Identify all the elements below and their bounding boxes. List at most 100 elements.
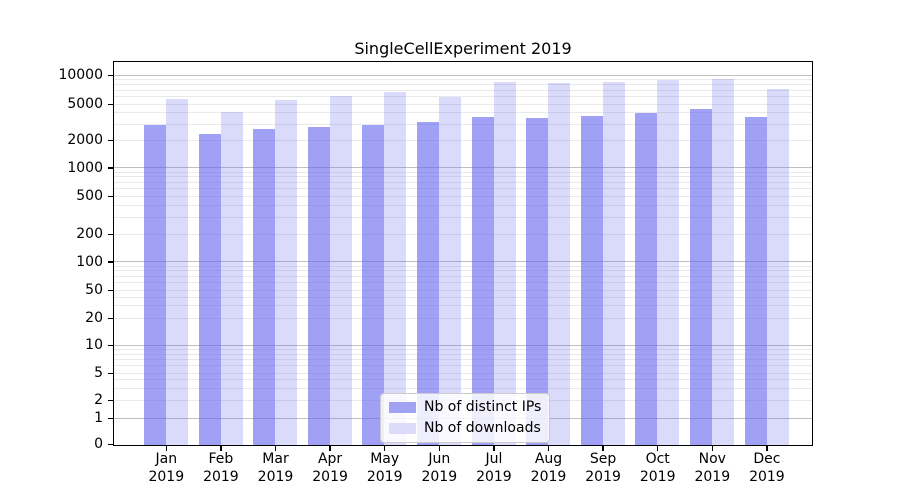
gridline — [114, 75, 812, 76]
gridline — [114, 275, 812, 277]
y-axis-tick — [107, 103, 113, 106]
bar-downloads — [166, 99, 188, 446]
gridline — [114, 261, 812, 263]
gridline — [114, 379, 812, 381]
bar-distinct-ips — [253, 129, 276, 446]
x-axis-tick-label: Aug 2019 — [530, 451, 567, 485]
y-axis-tick — [107, 261, 113, 263]
x-axis-tick — [766, 446, 768, 452]
bar-downloads — [657, 80, 680, 446]
y-axis-tick-label: 10000 — [58, 67, 103, 84]
legend-swatch-downloads-icon — [389, 422, 416, 434]
bar-downloads — [329, 96, 352, 446]
bar-distinct-ips — [417, 122, 439, 446]
y-axis-tick-label: 2 — [94, 392, 103, 409]
x-axis-tick-label: Jan 2019 — [148, 451, 185, 485]
gridline — [114, 103, 812, 105]
x-axis-tick-label: Mar 2019 — [257, 451, 294, 485]
gridline — [114, 216, 812, 218]
gridline — [114, 139, 812, 141]
gridline — [114, 112, 812, 114]
x-axis-tick — [165, 446, 167, 452]
gridline — [114, 270, 812, 272]
x-axis-tick — [220, 446, 222, 452]
gridline — [114, 195, 812, 197]
x-axis-tick-label: Jun 2019 — [421, 451, 458, 485]
y-axis-tick-label: 500 — [76, 187, 103, 204]
legend: Nb of distinct IPs Nb of downloads — [380, 392, 551, 443]
gridline — [114, 123, 812, 125]
gridline — [114, 345, 812, 346]
bar-distinct-ips — [580, 115, 603, 446]
bar-distinct-ips — [744, 117, 767, 446]
y-axis-tick — [107, 233, 113, 236]
bar-distinct-ips — [471, 116, 494, 446]
gridline — [114, 265, 812, 267]
gridline — [114, 188, 812, 190]
bar-downloads — [602, 81, 625, 446]
plot-area: Nb of distinct IPs Nb of downloads — [113, 60, 813, 447]
bar-downloads — [439, 96, 461, 446]
bar-downloads — [548, 82, 571, 446]
y-axis-tick-label: 0 — [94, 436, 103, 453]
legend-swatch-distinct-ips-icon — [389, 401, 416, 413]
x-axis-tick-label: Oct 2019 — [639, 451, 676, 485]
y-axis-tick — [107, 372, 113, 374]
legend-label-downloads: Nb of downloads — [424, 419, 541, 436]
x-axis-tick — [602, 446, 604, 452]
gridline — [114, 176, 812, 178]
x-axis-tick-label: Nov 2019 — [694, 451, 731, 485]
chart-title: SingleCellExperiment 2019 — [354, 39, 572, 58]
y-axis-tick-label: 5000 — [67, 96, 103, 113]
gridline — [114, 353, 812, 355]
y-axis-tick — [107, 289, 113, 292]
y-axis-tick-label: 200 — [76, 226, 103, 243]
gridline — [114, 167, 812, 169]
x-axis-tick — [329, 446, 331, 452]
legend-row-downloads: Nb of downloads — [389, 420, 541, 437]
gridline — [114, 359, 812, 361]
gridline — [114, 296, 812, 298]
bar-distinct-ips — [144, 125, 166, 446]
gridline — [114, 171, 812, 173]
y-axis-tick — [107, 417, 113, 420]
gridline — [114, 89, 812, 91]
y-axis-tick — [107, 317, 113, 320]
bar-downloads — [220, 111, 243, 446]
gridline — [114, 96, 812, 98]
y-axis-tick-label: 100 — [76, 253, 103, 270]
y-axis-tick — [107, 167, 113, 169]
y-axis-tick — [107, 139, 113, 141]
bar-distinct-ips — [198, 133, 221, 446]
gridline — [114, 387, 812, 389]
legend-row-distinct-ips: Nb of distinct IPs — [389, 399, 541, 416]
x-axis-tick-label: Jul 2019 — [476, 451, 512, 485]
legend-label-distinct-ips: Nb of distinct IPs — [424, 398, 542, 415]
gridline — [114, 79, 812, 81]
bar-downloads — [275, 99, 298, 446]
x-axis-tick-label: Dec 2019 — [749, 451, 785, 485]
gridline — [114, 305, 812, 307]
y-axis-tick-label: 2000 — [67, 131, 103, 148]
y-axis-tick-label: 5 — [94, 364, 103, 381]
x-axis-tick — [657, 446, 659, 452]
bar-downloads — [766, 89, 789, 446]
x-axis-tick — [384, 446, 386, 452]
bar-distinct-ips — [690, 109, 712, 446]
gridline — [114, 372, 812, 374]
x-axis-tick — [274, 446, 277, 452]
gridline — [114, 181, 812, 183]
y-axis-tick — [107, 399, 113, 402]
x-axis-tick — [711, 446, 713, 452]
y-axis-tick-label: 50 — [85, 282, 103, 299]
bar-distinct-ips — [307, 126, 330, 446]
bar-distinct-ips — [635, 112, 658, 446]
x-axis-tick-label: Sep 2019 — [585, 451, 621, 485]
gridline — [114, 289, 812, 291]
y-axis-tick-label: 10 — [85, 337, 103, 354]
bar-distinct-ips — [526, 117, 549, 446]
bar-downloads — [384, 91, 407, 446]
y-axis-tick — [107, 345, 113, 347]
x-axis-tick — [493, 446, 495, 452]
x-axis-tick — [547, 446, 550, 452]
